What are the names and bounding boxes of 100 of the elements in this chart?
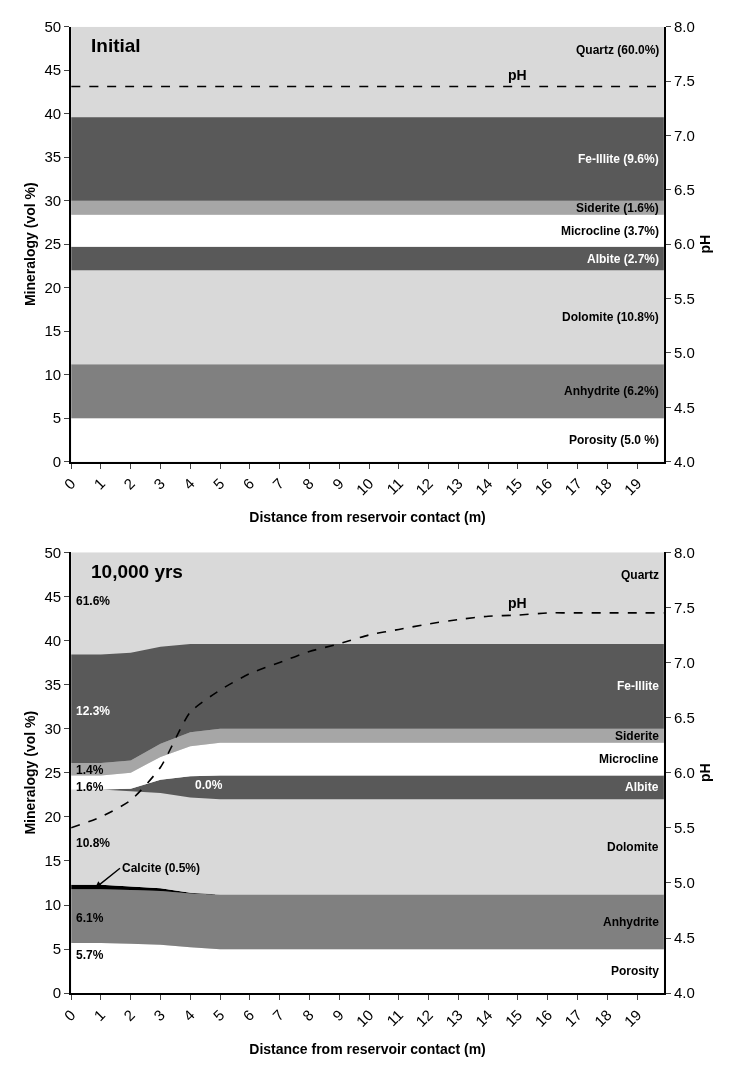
y-axis-title: Mineralogy (vol %) xyxy=(21,182,38,307)
x-tick-label: 16 xyxy=(531,474,556,499)
series-label: Dolomite xyxy=(607,840,659,854)
x-tick-label: 5 xyxy=(209,1006,228,1025)
y2-tick-label: 6.5 xyxy=(673,181,695,199)
series-label: Albite xyxy=(625,780,659,794)
y-tick-label: 25 xyxy=(44,235,62,253)
y-tick-label: 15 xyxy=(44,322,62,340)
series-label: Fe-Illite xyxy=(617,679,660,693)
x-tick-label: 14 xyxy=(471,474,496,499)
x-axis-title: Distance from reservoir contact (m) xyxy=(249,509,486,526)
x-tick-label: 6 xyxy=(239,474,258,493)
y-tick-label: 30 xyxy=(44,191,62,209)
y-tick-label: 30 xyxy=(44,719,62,737)
series-label: Fe-Illite (9.6%) xyxy=(578,152,659,166)
x-tick-label: 13 xyxy=(441,1006,466,1030)
annotation: 1.6% xyxy=(76,780,104,794)
series-label: Microcline xyxy=(599,752,659,766)
y2-axis-title: pH xyxy=(696,234,713,254)
x-tick-label: 14 xyxy=(471,1006,496,1030)
y-tick-label: 45 xyxy=(44,61,62,79)
y2-tick-label: 4.0 xyxy=(673,984,695,1002)
y2-tick-label: 7.0 xyxy=(673,126,695,144)
series-label: Siderite (1.6%) xyxy=(576,201,659,215)
series-label: Anhydrite xyxy=(603,915,660,929)
x-tick-label: 19 xyxy=(620,1006,645,1030)
x-tick-label: 6 xyxy=(239,1006,258,1025)
annotation: 5.7% xyxy=(76,948,104,962)
y-tick-label: 35 xyxy=(44,675,62,693)
x-tick-label: 15 xyxy=(501,1006,526,1030)
y-tick-label: 25 xyxy=(44,764,62,781)
x-tick-label: 3 xyxy=(150,474,168,493)
series-label: pH xyxy=(508,67,527,83)
x-tick-label: 18 xyxy=(590,474,615,499)
y-tick-label: 15 xyxy=(44,852,62,870)
x-tick-label: 18 xyxy=(590,1006,615,1030)
x-tick-label: 10 xyxy=(352,474,377,499)
y2-tick-label: 4.5 xyxy=(673,929,695,947)
y2-tick-label: 5.5 xyxy=(673,289,695,307)
y-tick-label: 20 xyxy=(44,808,62,826)
y2-tick-label: 7.0 xyxy=(673,653,695,671)
annotation: 10.8% xyxy=(76,836,111,850)
x-tick-label: 11 xyxy=(383,1006,407,1030)
x-tick-label: 17 xyxy=(561,474,585,499)
text: 10,000 yrs xyxy=(91,561,183,582)
series-label: Microcline (3.7%) xyxy=(561,224,660,238)
series-label: Porosity xyxy=(611,964,660,978)
chart-title: Initial xyxy=(91,35,141,56)
annotation: 61.6% xyxy=(76,594,111,608)
y-tick-label: 45 xyxy=(44,587,62,605)
x-tick-label: 11 xyxy=(383,474,407,498)
y-tick-label: 40 xyxy=(44,631,62,649)
y-tick-label: 50 xyxy=(44,17,62,35)
y2-tick-label: 8.0 xyxy=(673,17,695,35)
x-tick-label: 5 xyxy=(209,474,228,493)
series-label: pH xyxy=(508,595,527,611)
annotation: 6.1% xyxy=(76,911,104,925)
y-tick-label: 10 xyxy=(44,896,62,914)
annotation: 1.4% xyxy=(76,763,104,777)
x-tick-label: 2 xyxy=(120,1006,139,1025)
x-tick-label: 1 xyxy=(90,474,109,493)
x-tick-label: 17 xyxy=(561,1006,585,1030)
y2-tick-label: 6.0 xyxy=(673,764,695,781)
band-label: Quartz xyxy=(621,568,660,582)
x-tick-label: 4 xyxy=(179,474,198,493)
y2-tick-label: 7.5 xyxy=(673,598,695,616)
y-tick-label: 5 xyxy=(52,409,62,427)
y2-tick-label: 4.0 xyxy=(673,452,695,470)
y2-tick-label: 5.5 xyxy=(673,819,695,837)
y-tick-label: 40 xyxy=(44,104,62,122)
y-tick-label: 20 xyxy=(44,278,62,296)
x-tick-label: 4 xyxy=(179,1006,198,1025)
x-tick-label: 1 xyxy=(90,1006,109,1025)
x-tick-label: 8 xyxy=(298,474,317,493)
y-tick-label: 35 xyxy=(44,148,62,166)
series-label: Siderite xyxy=(615,729,660,743)
band-label: Quartz (60.0%) xyxy=(576,43,660,57)
annotation: Calcite (0.5%) xyxy=(122,861,201,875)
y2-tick-label: 5.0 xyxy=(673,874,695,892)
annotation: 12.3% xyxy=(76,704,111,718)
x-tick-label: 19 xyxy=(620,474,645,499)
y-tick-label: 10 xyxy=(44,365,62,383)
annotation: 0.0% xyxy=(195,778,223,792)
x-tick-label: 12 xyxy=(412,474,437,499)
y2-tick-label: 5.0 xyxy=(673,344,695,362)
x-tick-label: 9 xyxy=(328,474,347,493)
x-tick-label: 10 xyxy=(352,1006,377,1030)
x-tick-label: 16 xyxy=(531,1006,556,1030)
y-tick-label: 0 xyxy=(52,984,62,1002)
y-tick-label: 5 xyxy=(52,940,62,958)
y-tick-label: 50 xyxy=(44,543,62,561)
x-tick-label: 7 xyxy=(269,1006,288,1025)
series-label: Dolomite (10.8%) xyxy=(562,310,659,324)
y2-axis-title: pH xyxy=(696,763,713,783)
x-tick-label: 3 xyxy=(150,1006,168,1025)
x-tick-label: 9 xyxy=(328,1006,347,1025)
x-tick-label: 13 xyxy=(441,474,466,499)
x-tick-label: 8 xyxy=(298,1006,317,1025)
x-axis-title: Distance from reservoir contact (m) xyxy=(249,1040,486,1057)
y-tick-label: 0 xyxy=(52,452,62,470)
